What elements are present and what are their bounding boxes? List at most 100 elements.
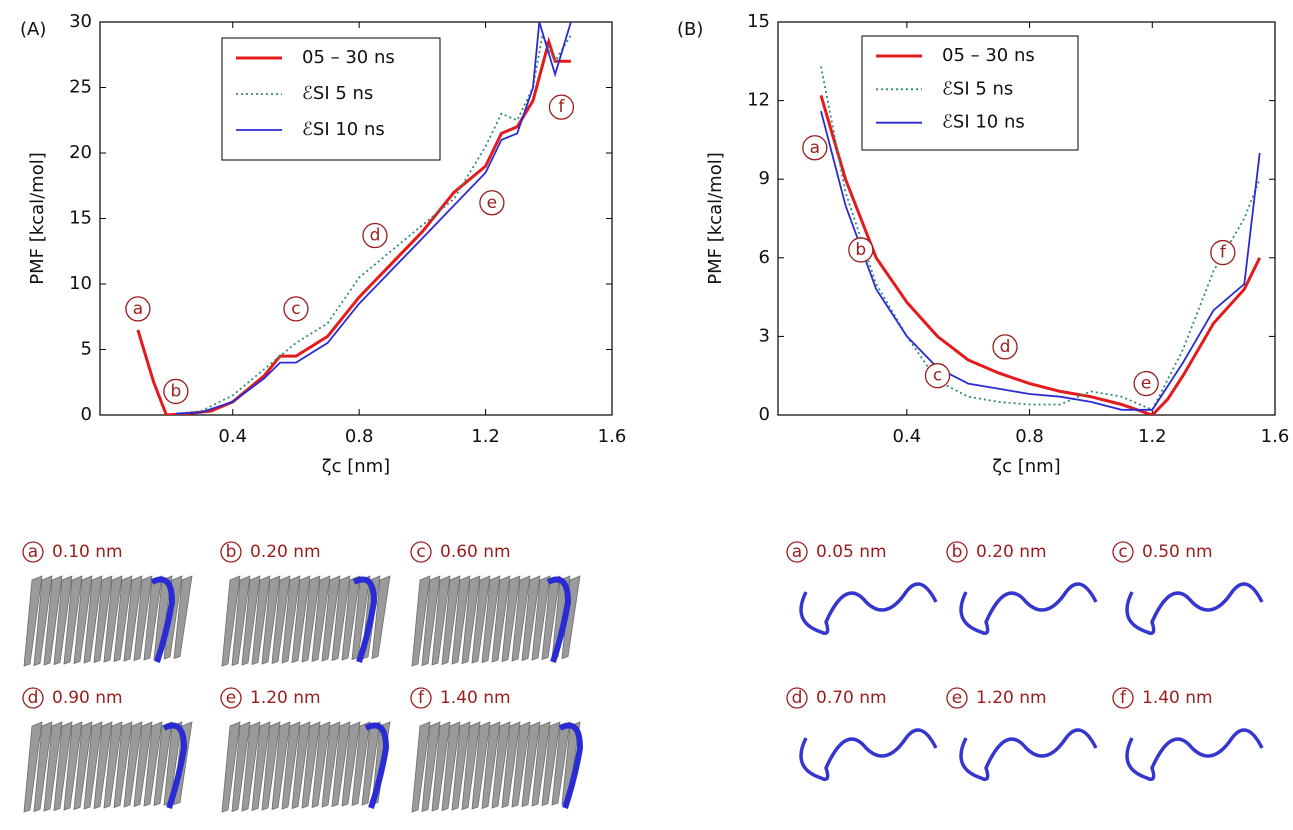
snapshot-letter-circle: [410, 541, 432, 563]
fibril-strand: [311, 575, 331, 663]
y-tick-label: 0: [81, 404, 92, 425]
fibril-strand: [43, 721, 63, 812]
peptide-chain: [1125, 582, 1264, 635]
panel-label: (B): [677, 19, 703, 40]
fibril-strand: [301, 575, 321, 663]
fibril-strand: [63, 575, 83, 665]
snapshot-letter-circle: [946, 541, 968, 563]
fibril-strand: [451, 575, 471, 665]
x-tick-label: 0.8: [345, 426, 374, 447]
fibril-strand: [511, 575, 531, 662]
snapshot-letter-circle: [220, 541, 242, 563]
fibril-strand: [541, 721, 561, 807]
fibril-strand: [291, 721, 311, 810]
annotation-circle: [548, 94, 575, 120]
panel-label: (A): [20, 19, 46, 40]
snapshot-letter: f: [1120, 688, 1127, 708]
x-tick-label: 0.4: [218, 426, 247, 447]
fibril-strand: [123, 721, 143, 808]
y-tick-label: 25: [69, 77, 92, 98]
annotation-label: b: [170, 381, 181, 401]
y-tick-label: 9: [759, 168, 770, 189]
snapshot-distance: 0.10 nm: [52, 542, 123, 562]
snapshot-letter-circle: [786, 541, 808, 563]
series-line: [820, 110, 1261, 411]
x-tick-label: 1.6: [598, 426, 627, 447]
snapshot-letter-circle: [1112, 541, 1134, 563]
annotation-circle: [283, 296, 309, 322]
annotation-label: e: [1141, 374, 1151, 394]
legend-label: ℰSI 5 ns: [942, 78, 1013, 99]
plot-frame: [777, 21, 1276, 416]
fibril-strand: [251, 575, 271, 666]
legend-label: ℰSI 10 ns: [302, 119, 385, 140]
fibril-strand: [231, 721, 251, 813]
snapshot-letter: c: [1118, 542, 1127, 562]
y-tick-label: 15: [747, 11, 770, 32]
snapshot-letter: a: [792, 542, 802, 562]
snapshot-letter-circle: [22, 687, 44, 709]
fibril-strand: [23, 721, 43, 813]
snapshot-distance: 0.20 nm: [976, 542, 1047, 562]
fibril-strand: [501, 721, 521, 809]
fibril-strand: [451, 721, 471, 811]
legend-label: 05 – 30 ns: [942, 45, 1035, 66]
fibril-strand: [133, 721, 153, 808]
fibril-strand: [33, 721, 53, 813]
fibril-strand: [123, 575, 143, 662]
fibril-strand: [471, 575, 491, 664]
x-tick-label: 1.2: [1138, 426, 1167, 447]
peptide-chain: [546, 576, 572, 663]
y-tick-label: 5: [81, 339, 92, 360]
y-tick-label: 15: [69, 208, 92, 229]
x-tick-label: 0.4: [893, 426, 922, 447]
fibril-strand: [491, 575, 511, 663]
snapshot-letter: d: [28, 688, 39, 708]
fibril-strand: [351, 721, 371, 807]
snapshot-letter: f: [418, 688, 425, 708]
fibril-strand: [491, 721, 511, 809]
annotation-label: c: [933, 366, 942, 386]
fibril-strand: [471, 721, 491, 810]
annotation-label: e: [487, 193, 497, 213]
fibril-strand: [431, 575, 451, 666]
legend-label: 05 – 30 ns: [302, 47, 395, 68]
fibril-strand: [113, 721, 133, 809]
plot-area: [136, 22, 572, 415]
fibril-strand: [103, 575, 123, 663]
fibril-strand: [421, 721, 441, 813]
snapshot-distance: 1.20 nm: [250, 688, 321, 708]
peptide-chain: [959, 582, 1098, 635]
snapshot-letter: b: [952, 542, 963, 562]
fibril-strand: [53, 575, 73, 666]
fibril-strand: [331, 575, 351, 662]
annotation-circle: [1210, 239, 1236, 266]
fibril-strand: [311, 721, 331, 809]
fibril-strand: [173, 575, 193, 660]
y-tick-label: 30: [69, 11, 92, 32]
fibril-strand: [221, 721, 241, 813]
annotation-label: f: [558, 97, 565, 117]
fibril-strand: [83, 721, 103, 810]
fibril-strand: [261, 575, 281, 665]
snapshot-distance: 1.20 nm: [976, 688, 1047, 708]
fibril-strand: [143, 721, 163, 807]
annotation-circle: [125, 296, 151, 322]
fibril-strand: [321, 575, 341, 662]
fibril-strand: [93, 575, 113, 664]
fibril-strand: [73, 721, 93, 811]
series-line: [819, 94, 1262, 415]
annotation-label: a: [133, 299, 143, 319]
fibril-strand: [241, 575, 261, 666]
annotation-circle: [924, 363, 951, 389]
fibril-strand: [371, 575, 391, 660]
snapshot-letter-circle: [786, 687, 808, 709]
fibril-strand: [411, 575, 431, 667]
snapshot-distance: 0.70 nm: [816, 688, 887, 708]
fibril-strand: [461, 721, 481, 811]
fibril-strand: [231, 575, 251, 667]
x-tick-label: 1.2: [471, 426, 500, 447]
annotation-circle: [163, 378, 189, 405]
fibril-strand: [271, 721, 291, 811]
